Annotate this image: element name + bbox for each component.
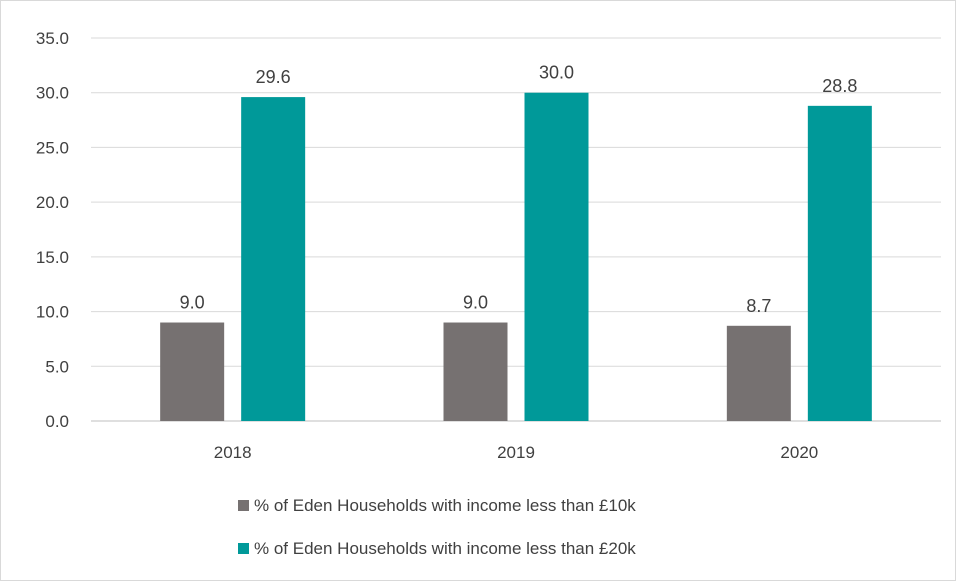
bars — [160, 92, 872, 422]
x-tick-label: 2018 — [214, 443, 252, 462]
data-label: 28.8 — [822, 76, 857, 96]
data-label: 9.0 — [463, 293, 488, 313]
y-tick-label: 30.0 — [36, 84, 69, 103]
data-label: 9.0 — [180, 293, 205, 313]
y-axis-ticks: 0.0 5.0 10.0 15.0 20.0 25.0 30.0 35.0 — [36, 29, 69, 431]
legend: % of Eden Households with income less th… — [238, 496, 636, 558]
bar-2019-series-1 — [443, 322, 508, 421]
y-tick-label: 10.0 — [36, 303, 69, 322]
y-tick-label: 0.0 — [45, 412, 69, 431]
x-tick-label: 2019 — [497, 443, 535, 462]
bar-2018-series-1 — [160, 322, 225, 421]
legend-label: % of Eden Households with income less th… — [254, 539, 636, 558]
data-labels: 9.0 29.6 9.0 30.0 8.7 28.8 — [180, 63, 858, 316]
y-tick-label: 35.0 — [36, 29, 69, 48]
legend-swatch — [238, 500, 249, 511]
y-tick-label: 5.0 — [45, 357, 69, 376]
x-axis-ticks: 2018 2019 2020 — [214, 443, 818, 462]
bar-2020-series-2 — [807, 105, 872, 422]
data-label: 29.6 — [256, 67, 291, 87]
data-label: 30.0 — [539, 63, 574, 83]
legend-swatch — [238, 543, 249, 554]
legend-label: % of Eden Households with income less th… — [254, 496, 636, 515]
y-tick-label: 15.0 — [36, 248, 69, 267]
y-tick-label: 25.0 — [36, 138, 69, 157]
data-label: 8.7 — [746, 296, 771, 316]
bar-2018-series-2 — [241, 97, 306, 421]
x-tick-label: 2020 — [780, 443, 818, 462]
bar-2020-series-1 — [726, 325, 791, 421]
gridlines — [91, 37, 941, 422]
y-tick-label: 20.0 — [36, 193, 69, 212]
bar-2019-series-2 — [524, 92, 589, 421]
